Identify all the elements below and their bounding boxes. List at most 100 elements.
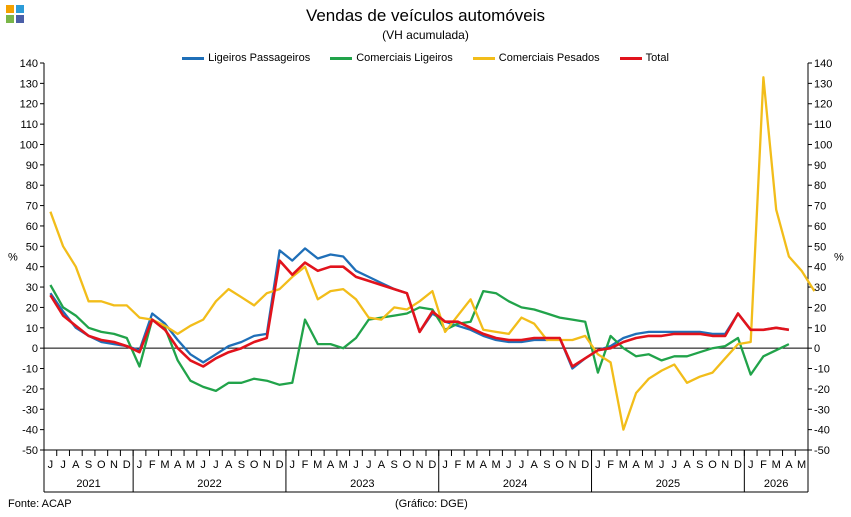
x-tick-label: A — [480, 459, 488, 471]
year-label: 2021 — [76, 478, 100, 490]
year-label: 2025 — [656, 478, 680, 490]
logo-square — [16, 5, 24, 13]
x-tick-label: J — [595, 459, 601, 471]
legend-item: Comerciais Ligeiros — [330, 52, 453, 64]
y-tick-label-right: 40 — [814, 262, 826, 274]
y-tick-label-left: 100 — [20, 139, 38, 151]
x-tick-label: J — [672, 459, 678, 471]
y-tick-label-left: 20 — [26, 302, 38, 314]
y-tick-label-right: 130 — [814, 78, 832, 90]
y-tick-label-right: 110 — [814, 119, 832, 131]
y-tick-label-left: 70 — [26, 201, 38, 213]
y-tick-label-left: 0 — [32, 343, 38, 355]
legend-label: Total — [645, 52, 669, 64]
x-tick-label: F — [760, 459, 767, 471]
legend-label: Comerciais Pesados — [498, 52, 600, 64]
x-tick-label: N — [568, 459, 576, 471]
y-tick-label-right: 50 — [814, 241, 826, 253]
y-tick-label-right: 60 — [814, 221, 826, 233]
x-tick-label: J — [213, 459, 219, 471]
x-tick-label: S — [696, 459, 703, 471]
x-tick-label: O — [403, 459, 412, 471]
y-tick-label-right: -20 — [814, 384, 830, 396]
x-tick-label: N — [416, 459, 424, 471]
x-tick-label: M — [313, 459, 322, 471]
y-tick-label-left: 10 — [26, 323, 38, 335]
y-tick-label-right: 30 — [814, 282, 826, 294]
x-tick-label: S — [85, 459, 92, 471]
x-tick-label: O — [708, 459, 717, 471]
y-tick-label-left: 40 — [26, 262, 38, 274]
y-tick-label-left: 110 — [20, 119, 38, 131]
y-tick-label-right: 80 — [814, 180, 826, 192]
x-tick-label: N — [110, 459, 118, 471]
series-line — [49, 76, 816, 431]
x-tick-label: M — [619, 459, 628, 471]
x-tick-label: O — [250, 459, 259, 471]
source-note: Fonte: ACAP — [8, 498, 72, 510]
x-tick-label: D — [581, 459, 589, 471]
chart-title: Vendas de veículos automóveis — [305, 6, 546, 25]
x-tick-label: J — [137, 459, 143, 471]
y-tick-label-left: -10 — [22, 364, 38, 376]
x-tick-label: S — [238, 459, 245, 471]
y-tick-label-right: 120 — [814, 99, 832, 111]
x-tick-label: S — [390, 459, 397, 471]
x-tick-label: O — [555, 459, 564, 471]
chart-subtitle: (VH acumulada) — [382, 28, 469, 42]
x-tick-label: A — [632, 459, 640, 471]
y-axis-label-right: % — [834, 252, 844, 264]
x-tick-label: D — [428, 459, 436, 471]
x-tick-label: J — [200, 459, 206, 471]
legend-item: Ligeiros Passageiros — [182, 52, 310, 64]
legend-item: Comerciais Pesados — [472, 52, 600, 64]
x-tick-label: J — [48, 459, 54, 471]
legend-swatch — [472, 56, 495, 60]
x-tick-label: J — [366, 459, 372, 471]
logo-square — [16, 15, 24, 23]
logo-square — [6, 15, 14, 23]
y-axis-label-left: % — [8, 252, 18, 264]
x-tick-label: M — [644, 459, 653, 471]
y-tick-label-left: 50 — [26, 241, 38, 253]
legend-label: Ligeiros Passageiros — [208, 52, 311, 64]
y-tick-label-right: -40 — [814, 425, 830, 437]
x-tick-label: J — [353, 459, 359, 471]
y-tick-label-left: -20 — [22, 384, 38, 396]
x-tick-label: A — [785, 459, 793, 471]
credit-note: (Gráfico: DGE) — [395, 498, 468, 510]
x-tick-label: N — [263, 459, 271, 471]
y-tick-label-right: 100 — [814, 139, 832, 151]
x-tick-label: F — [454, 459, 461, 471]
year-label: 2023 — [350, 478, 374, 490]
y-tick-label-left: 60 — [26, 221, 38, 233]
x-tick-label: S — [543, 459, 550, 471]
year-label: 2024 — [503, 478, 527, 490]
x-tick-label: M — [160, 459, 169, 471]
legend-swatch — [330, 56, 353, 60]
y-tick-label-left: 130 — [20, 78, 38, 90]
x-tick-label: A — [327, 459, 335, 471]
year-label: 2026 — [764, 478, 788, 490]
y-tick-label-left: 140 — [20, 58, 38, 70]
year-label: 2022 — [197, 478, 221, 490]
y-tick-label-left: 80 — [26, 180, 38, 192]
x-tick-label: D — [734, 459, 742, 471]
x-tick-label: J — [506, 459, 512, 471]
y-tick-label-right: -10 — [814, 364, 830, 376]
x-tick-label: A — [225, 459, 233, 471]
x-tick-label: M — [186, 459, 195, 471]
y-tick-label-right: 140 — [814, 58, 832, 70]
x-tick-label: M — [466, 459, 475, 471]
legend-swatch — [182, 56, 205, 60]
series-line — [49, 259, 790, 368]
x-tick-label: J — [519, 459, 525, 471]
y-tick-label-left: 30 — [26, 282, 38, 294]
y-tick-label-right: 70 — [814, 201, 826, 213]
y-tick-label-right: -30 — [814, 404, 830, 416]
x-tick-label: M — [491, 459, 500, 471]
x-tick-label: F — [302, 459, 309, 471]
y-tick-label-left: 120 — [20, 99, 38, 111]
x-tick-label: M — [772, 459, 781, 471]
x-tick-label: A — [683, 459, 691, 471]
